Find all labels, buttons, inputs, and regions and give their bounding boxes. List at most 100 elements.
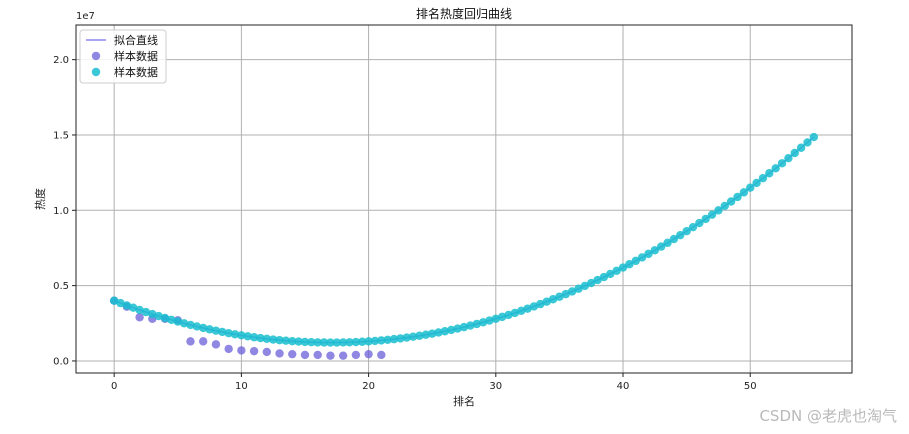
sample-point-cyan bbox=[650, 246, 660, 255]
sample-point-cyan bbox=[268, 335, 278, 344]
sample-point-cyan bbox=[326, 338, 335, 347]
sample-point-cyan bbox=[803, 138, 812, 147]
sample-point-cyan bbox=[637, 253, 647, 262]
legend-label-sample-1: 样本数据 bbox=[114, 49, 158, 63]
y-offset-label: 1e7 bbox=[76, 11, 95, 22]
legend-label-sample-2: 样本数据 bbox=[114, 65, 158, 79]
sample-point-cyan bbox=[504, 310, 513, 320]
fit-line bbox=[113, 136, 815, 344]
x-axis-label: 排名 bbox=[453, 394, 475, 408]
sample-point-cyan bbox=[618, 263, 628, 272]
sample-point-cyan bbox=[160, 313, 170, 323]
sample-point-cyan bbox=[561, 289, 570, 299]
sample-point-cyan bbox=[427, 329, 437, 338]
sample-point-cyan bbox=[179, 319, 189, 328]
sample-point-cyan bbox=[351, 337, 361, 347]
sample-point-purple bbox=[211, 340, 221, 349]
sample-point-cyan bbox=[307, 337, 316, 347]
plot-frame bbox=[75, 24, 853, 374]
sample-point-cyan bbox=[765, 169, 774, 178]
sample-point-cyan bbox=[294, 337, 303, 346]
legend-swatch-purple bbox=[91, 51, 101, 61]
sample-point-cyan bbox=[243, 332, 252, 341]
y-tick-label: 1.0 bbox=[53, 206, 69, 217]
sample-point-cyan bbox=[141, 307, 151, 317]
sample-point-cyan bbox=[211, 326, 221, 335]
sample-point-cyan bbox=[237, 331, 246, 340]
sample-point-cyan bbox=[688, 222, 698, 232]
sample-point-cyan bbox=[205, 325, 214, 334]
sample-point-cyan bbox=[129, 303, 138, 312]
sample-point-purple bbox=[262, 347, 272, 357]
sample-point-purple bbox=[377, 350, 386, 360]
sample-point-cyan bbox=[695, 218, 704, 228]
sample-point-cyan bbox=[345, 338, 354, 347]
sample-point-cyan bbox=[154, 311, 163, 321]
sample-point-cyan bbox=[536, 299, 545, 309]
sample-point-cyan bbox=[173, 317, 182, 326]
sample-point-cyan bbox=[733, 192, 742, 202]
sample-point-cyan bbox=[644, 249, 653, 259]
sample-point-cyan bbox=[580, 281, 590, 291]
x-tick-label: 30 bbox=[489, 381, 502, 392]
sample-point-cyan bbox=[167, 315, 176, 325]
sample-point-cyan bbox=[224, 328, 233, 338]
sample-point-cyan bbox=[517, 306, 526, 316]
sample-point-cyan bbox=[497, 312, 507, 322]
sample-point-cyan bbox=[148, 309, 157, 319]
sample-point-purple bbox=[237, 346, 246, 355]
legend-box bbox=[79, 29, 167, 84]
sample-point-cyan bbox=[752, 178, 761, 188]
sample-point-cyan bbox=[625, 260, 634, 269]
watermark: CSDN @老虎也淘气 bbox=[759, 407, 897, 425]
sample-point-cyan bbox=[631, 256, 640, 266]
sample-point-cyan bbox=[593, 275, 602, 285]
sample-point-cyan bbox=[383, 335, 392, 344]
sample-point-cyan bbox=[281, 336, 291, 345]
x-tick-label: 50 bbox=[744, 381, 757, 392]
sample-point-cyan bbox=[529, 302, 539, 311]
sample-point-cyan bbox=[249, 333, 259, 342]
sample-point-cyan bbox=[599, 272, 609, 282]
sample-point-cyan bbox=[256, 333, 265, 343]
sample-point-cyan bbox=[663, 238, 672, 248]
sample-point-cyan bbox=[186, 320, 195, 330]
sample-point-cyan bbox=[135, 305, 144, 315]
sample-point-cyan bbox=[421, 330, 431, 339]
sample-point-cyan bbox=[332, 338, 341, 347]
sample-point-cyan bbox=[510, 308, 520, 318]
y-tick-label: 0.0 bbox=[53, 356, 69, 367]
sample-point-cyan bbox=[313, 338, 322, 347]
sample-point-cyan bbox=[676, 230, 685, 240]
sample-point-purple bbox=[351, 350, 361, 360]
sample-point-cyan bbox=[669, 234, 679, 244]
sample-point-cyan bbox=[790, 148, 799, 158]
legend-swatch-cyan bbox=[91, 67, 101, 77]
sample-point-cyan bbox=[466, 321, 475, 330]
sample-point-cyan bbox=[478, 318, 488, 327]
sample-point-cyan bbox=[122, 301, 132, 310]
sample-point-cyan bbox=[574, 284, 583, 293]
sample-point-cyan bbox=[726, 197, 736, 206]
sample-point-cyan bbox=[402, 333, 411, 342]
sample-point-cyan bbox=[447, 325, 456, 335]
sample-point-cyan bbox=[548, 295, 558, 304]
sample-point-cyan bbox=[116, 298, 125, 308]
sample-point-purple bbox=[326, 351, 335, 360]
sample-point-cyan bbox=[275, 335, 284, 345]
sample-point-cyan bbox=[809, 132, 819, 142]
sample-point-cyan bbox=[377, 336, 386, 345]
sample-point-cyan bbox=[714, 206, 723, 215]
sample-point-cyan bbox=[408, 332, 418, 341]
sample-point-cyan bbox=[319, 338, 329, 347]
sample-point-cyan bbox=[338, 338, 348, 347]
sample-point-purple bbox=[249, 346, 259, 356]
sample-point-cyan bbox=[288, 336, 297, 346]
sample-point-cyan bbox=[459, 322, 469, 332]
sample-point-purple bbox=[275, 349, 284, 358]
sample-point-cyan bbox=[606, 269, 615, 279]
sample-point-cyan bbox=[587, 278, 596, 288]
sample-point-cyan bbox=[109, 296, 119, 305]
sample-point-purple bbox=[288, 349, 297, 359]
sample-point-cyan bbox=[230, 330, 240, 339]
